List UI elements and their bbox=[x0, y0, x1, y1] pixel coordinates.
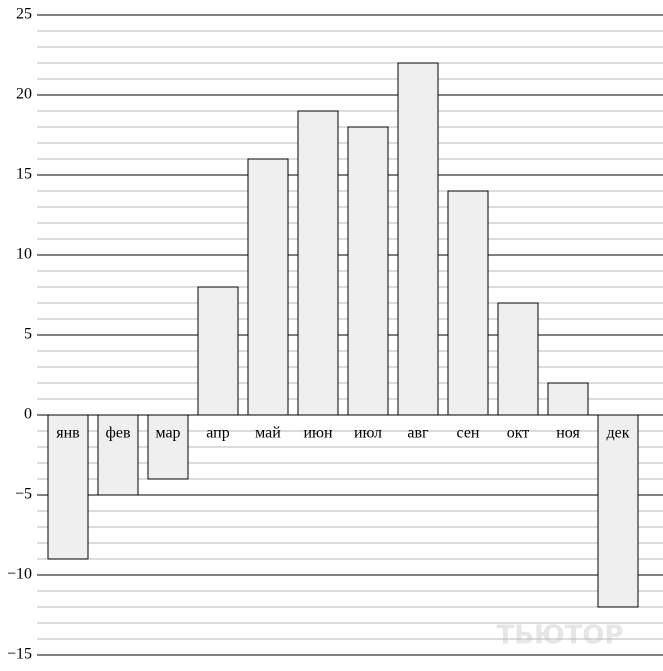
y-tick-label: 0 bbox=[24, 406, 32, 423]
y-tick-label: −5 bbox=[15, 486, 32, 503]
x-tick-label: май bbox=[255, 425, 281, 442]
x-tick-label: янв bbox=[56, 425, 80, 442]
x-tick-label: авг bbox=[407, 425, 429, 442]
x-tick-label: дек bbox=[606, 425, 629, 442]
x-tick-label: мар bbox=[155, 425, 180, 442]
bar bbox=[397, 62, 439, 416]
bar bbox=[47, 414, 89, 560]
x-tick-label: июн bbox=[303, 425, 333, 442]
x-tick-label: окт bbox=[507, 425, 530, 442]
bar bbox=[547, 382, 589, 416]
bar bbox=[97, 414, 139, 496]
y-tick-label: 25 bbox=[16, 6, 32, 23]
bar bbox=[597, 414, 639, 608]
bar bbox=[497, 302, 539, 416]
bar bbox=[347, 126, 389, 416]
x-tick-label: ноя bbox=[556, 425, 580, 442]
y-tick-label: 20 bbox=[16, 86, 32, 103]
y-tick-label: −15 bbox=[7, 646, 32, 663]
bar bbox=[297, 110, 339, 416]
bar bbox=[147, 414, 189, 480]
x-tick-label: апр bbox=[206, 425, 229, 442]
y-tick-label: 5 bbox=[24, 326, 32, 343]
x-tick-label: июл bbox=[354, 425, 382, 442]
bar bbox=[197, 286, 239, 416]
y-tick-label: 15 bbox=[16, 166, 32, 183]
bar bbox=[447, 190, 489, 416]
x-tick-label: фев bbox=[105, 425, 130, 442]
watermark: ТЬЮТОР bbox=[497, 621, 624, 651]
y-tick-label: 10 bbox=[16, 246, 32, 263]
x-tick-label: сен bbox=[457, 425, 480, 442]
y-tick-label: −10 bbox=[7, 566, 32, 583]
bar bbox=[247, 158, 289, 416]
